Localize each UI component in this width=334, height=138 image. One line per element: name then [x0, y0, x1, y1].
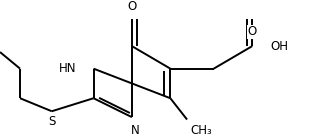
Text: HN: HN [59, 62, 77, 75]
Text: CH₃: CH₃ [190, 124, 212, 137]
Text: O: O [127, 0, 137, 13]
Text: S: S [48, 115, 55, 128]
Text: OH: OH [271, 40, 289, 53]
Text: O: O [247, 25, 257, 38]
Text: N: N [131, 124, 140, 137]
